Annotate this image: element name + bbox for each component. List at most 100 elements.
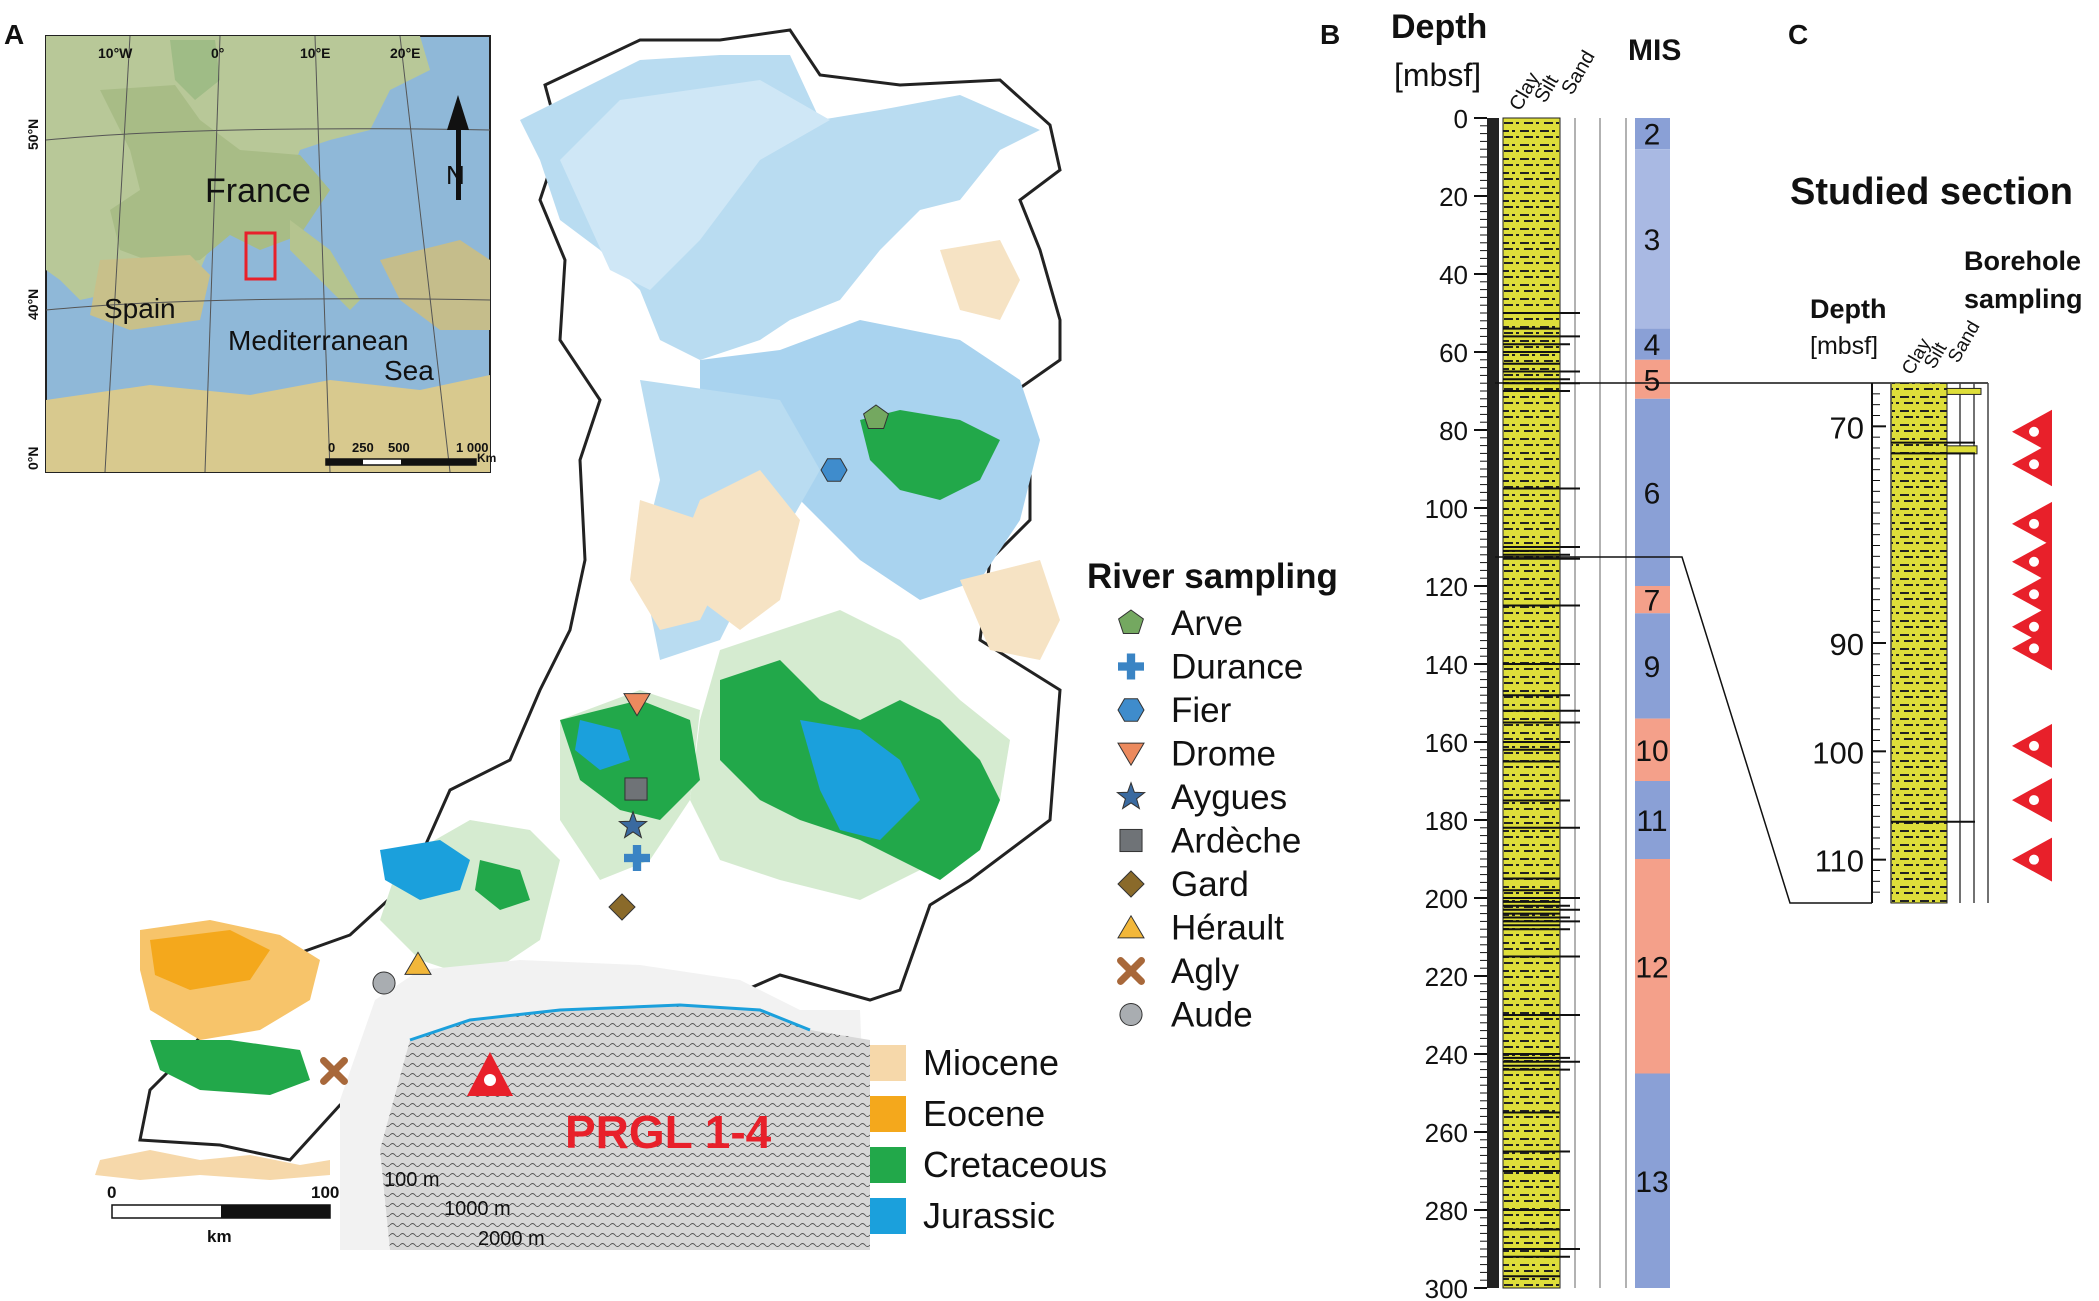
mis-stage — [1635, 328, 1670, 360]
inset-scale-unit: Km — [477, 451, 496, 465]
aygues-symbol-icon — [1115, 781, 1147, 810]
inset-scale-label: 500 — [388, 440, 410, 455]
site-marker-icon — [467, 1052, 513, 1096]
panel-label-b: B — [1320, 19, 1340, 50]
geology-legend-item: Miocene — [923, 1042, 1059, 1083]
ardèche-marker-icon — [624, 777, 648, 801]
contour-label: 100 m — [384, 1169, 440, 1191]
log-b-axis: 0 20 40 60 80 100 120 140 160 180 200 220 240 260 280 3… — [1425, 104, 1487, 1301]
log-b-tick-label: 220 — [1425, 962, 1468, 992]
log-c-tick-label: 70 — [1830, 410, 1864, 445]
inset-label-france: France — [205, 172, 311, 210]
log-c-depth-title: Depth — [1810, 294, 1887, 324]
mis-stage-label: 2 — [1644, 119, 1661, 152]
sample-triangle-icon — [2012, 409, 2052, 454]
aude-marker-icon — [372, 971, 396, 995]
river-legend: Arve Durance Fier Drome Aygues Ardèche Gard Hér… — [1115, 604, 1303, 1035]
river-legend-title: River sampling — [1087, 557, 1338, 596]
miocene-swatch — [870, 1045, 906, 1081]
log-b-tick-label: 180 — [1425, 806, 1468, 836]
log-b-mis-title: MIS — [1628, 34, 1681, 67]
log-c-depth-unit: [mbsf] — [1810, 332, 1878, 360]
map-scale-label: 100 — [311, 1183, 339, 1202]
agly-symbol-icon — [1117, 957, 1145, 985]
mis-stage — [1635, 718, 1670, 781]
mis-stage — [1635, 398, 1670, 586]
log-c-tick-label: 100 — [1812, 735, 1864, 770]
mis-stage-label: 9 — [1644, 651, 1661, 684]
mis-stage — [1635, 359, 1670, 399]
ardèche-symbol-icon — [1119, 828, 1143, 853]
sample-triangle-icon — [2012, 723, 2052, 768]
log-b-tick-label: 100 — [1425, 494, 1468, 524]
inset-lon-label: 10°E — [300, 45, 331, 61]
log-b-depth-title: Depth — [1391, 8, 1487, 46]
river-legend-item: Hérault — [1171, 909, 1284, 948]
inset-label-spain: Spain — [104, 293, 176, 324]
sample-markers — [2012, 409, 2052, 882]
log-b-tick-label: 80 — [1439, 416, 1468, 446]
inset-lat-label: 0°N — [25, 447, 41, 471]
north-arrow-icon — [447, 95, 469, 200]
panel-label-a: A — [4, 19, 24, 50]
inset-lat-label: 40°N — [25, 289, 41, 320]
log-c-grain-label: Sand — [1944, 318, 1984, 367]
hérault-marker-icon — [404, 951, 432, 975]
inset-lat-label: 50°N — [25, 119, 41, 150]
log-b-tick-label: 260 — [1425, 1118, 1468, 1148]
eocene-swatch — [870, 1096, 906, 1132]
map-scale-label: 0 — [107, 1183, 116, 1202]
river-legend-item: Agly — [1171, 952, 1240, 991]
contour-label: 1000 m — [444, 1198, 511, 1220]
mis-stage-label: 3 — [1644, 224, 1661, 257]
geology-map — [95, 28, 1062, 1250]
contour-label: 2000 m — [478, 1228, 545, 1250]
log-b-tick-label: 120 — [1425, 572, 1468, 602]
sample-triangle-icon — [2012, 626, 2052, 671]
mis-stage-label: 6 — [1644, 477, 1661, 510]
mis-stage-label: 4 — [1644, 329, 1661, 362]
river-markers — [320, 404, 889, 1085]
inset-lon-label: 0° — [211, 45, 224, 61]
sample-triangle-icon — [2012, 539, 2052, 584]
log-b-tick-label: 240 — [1425, 1040, 1468, 1070]
river-legend-item: Fier — [1171, 691, 1232, 730]
drome-symbol-icon — [1117, 742, 1145, 767]
mis-stage — [1635, 118, 1670, 150]
geology-legend: Miocene Eocene Cretaceous Jurassic — [870, 1042, 1107, 1236]
inset-scale-label: 0 — [328, 440, 335, 455]
cretaceous-swatch — [870, 1147, 906, 1183]
panel-label-c: C — [1788, 19, 1808, 50]
mis-stage — [1635, 859, 1670, 1074]
river-legend-item: Aygues — [1171, 778, 1287, 817]
log-b-depth-unit: [mbsf] — [1394, 57, 1481, 93]
log-b-tick-label: 0 — [1454, 104, 1468, 134]
mis-stage — [1635, 613, 1670, 719]
sample-triangle-icon — [2012, 501, 2052, 546]
mis-stage — [1635, 586, 1670, 614]
site-label: PRGL 1-4 — [565, 1106, 772, 1158]
mis-stage — [1635, 1073, 1670, 1288]
log-b-tick-label: 40 — [1439, 260, 1468, 290]
log-b-grain-label: Sand — [1557, 47, 1599, 98]
gard-symbol-icon — [1117, 870, 1145, 898]
aygues-marker-icon — [617, 810, 649, 839]
fier-marker-icon — [820, 458, 848, 482]
drome-marker-icon — [623, 693, 651, 717]
geology-legend-item: Cretaceous — [923, 1144, 1107, 1185]
mis-stage-label: 5 — [1644, 364, 1661, 397]
durance-symbol-icon — [1118, 653, 1144, 680]
log-b-column — [1487, 117, 1627, 1289]
log-b-tick-label: 60 — [1439, 338, 1468, 368]
log-b-tick-label: 280 — [1425, 1196, 1468, 1226]
river-legend-item: Gard — [1171, 865, 1249, 904]
log-c-sampling-title: sampling — [1964, 284, 2083, 314]
arve-marker-icon — [863, 404, 889, 429]
agly-marker-icon — [320, 1057, 348, 1085]
inset-map — [45, 35, 491, 473]
inset-lon-label: 20°E — [390, 45, 421, 61]
log-c-column — [1890, 382, 1989, 904]
jurassic-swatch — [870, 1198, 906, 1234]
log-b-tick-label: 160 — [1425, 728, 1468, 758]
